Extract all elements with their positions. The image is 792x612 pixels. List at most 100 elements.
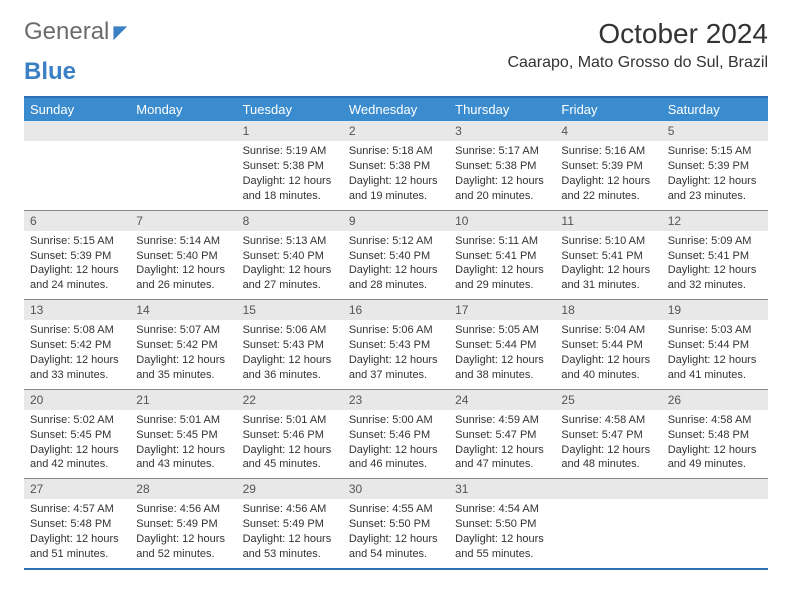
day-body: Sunrise: 5:09 AMSunset: 5:41 PMDaylight:… [662, 231, 768, 299]
dayhead-thursday: Thursday [449, 98, 555, 121]
day-cell: 8Sunrise: 5:13 AMSunset: 5:40 PMDaylight… [237, 211, 343, 300]
sunrise-text: Sunrise: 5:18 AM [349, 144, 443, 159]
day-number: 31 [449, 479, 555, 499]
sunrise-text: Sunrise: 5:17 AM [455, 144, 549, 159]
day-number: 22 [237, 390, 343, 410]
day-number: 13 [24, 300, 130, 320]
sunrise-text: Sunrise: 5:12 AM [349, 234, 443, 249]
day-body: Sunrise: 5:19 AMSunset: 5:38 PMDaylight:… [237, 141, 343, 209]
sunrise-text: Sunrise: 4:58 AM [668, 413, 762, 428]
day-number [555, 479, 661, 499]
sunset-text: Sunset: 5:39 PM [30, 249, 124, 264]
sunset-text: Sunset: 5:44 PM [561, 338, 655, 353]
day-body: Sunrise: 5:13 AMSunset: 5:40 PMDaylight:… [237, 231, 343, 299]
day-number: 5 [662, 121, 768, 141]
daylight-text: Daylight: 12 hours and 37 minutes. [349, 353, 443, 383]
daylight-text: Daylight: 12 hours and 47 minutes. [455, 443, 549, 473]
day-number: 21 [130, 390, 236, 410]
sunrise-text: Sunrise: 4:55 AM [349, 502, 443, 517]
sunset-text: Sunset: 5:41 PM [455, 249, 549, 264]
day-body [555, 499, 661, 557]
sunset-text: Sunset: 5:44 PM [455, 338, 549, 353]
daylight-text: Daylight: 12 hours and 36 minutes. [243, 353, 337, 383]
day-body: Sunrise: 5:15 AMSunset: 5:39 PMDaylight:… [662, 141, 768, 209]
sunrise-text: Sunrise: 5:11 AM [455, 234, 549, 249]
day-cell: 20Sunrise: 5:02 AMSunset: 5:45 PMDayligh… [24, 390, 130, 479]
day-cell: 15Sunrise: 5:06 AMSunset: 5:43 PMDayligh… [237, 300, 343, 389]
day-cell: 10Sunrise: 5:11 AMSunset: 5:41 PMDayligh… [449, 211, 555, 300]
day-number [662, 479, 768, 499]
week-row: 20Sunrise: 5:02 AMSunset: 5:45 PMDayligh… [24, 390, 768, 480]
sunrise-text: Sunrise: 5:14 AM [136, 234, 230, 249]
sunrise-text: Sunrise: 5:02 AM [30, 413, 124, 428]
day-number: 23 [343, 390, 449, 410]
day-body: Sunrise: 4:57 AMSunset: 5:48 PMDaylight:… [24, 499, 130, 567]
sunset-text: Sunset: 5:45 PM [136, 428, 230, 443]
dayhead-wednesday: Wednesday [343, 98, 449, 121]
day-cell: 27Sunrise: 4:57 AMSunset: 5:48 PMDayligh… [24, 479, 130, 568]
sunrise-text: Sunrise: 5:19 AM [243, 144, 337, 159]
sunrise-text: Sunrise: 5:05 AM [455, 323, 549, 338]
day-number: 4 [555, 121, 661, 141]
day-body: Sunrise: 5:00 AMSunset: 5:46 PMDaylight:… [343, 410, 449, 478]
day-cell: 31Sunrise: 4:54 AMSunset: 5:50 PMDayligh… [449, 479, 555, 568]
day-number: 18 [555, 300, 661, 320]
sunrise-text: Sunrise: 5:01 AM [243, 413, 337, 428]
sunset-text: Sunset: 5:50 PM [349, 517, 443, 532]
day-cell: 22Sunrise: 5:01 AMSunset: 5:46 PMDayligh… [237, 390, 343, 479]
day-body: Sunrise: 5:02 AMSunset: 5:45 PMDaylight:… [24, 410, 130, 478]
calendar: Sunday Monday Tuesday Wednesday Thursday… [24, 96, 768, 570]
day-cell: 21Sunrise: 5:01 AMSunset: 5:45 PMDayligh… [130, 390, 236, 479]
daylight-text: Daylight: 12 hours and 22 minutes. [561, 174, 655, 204]
day-number: 25 [555, 390, 661, 410]
sunset-text: Sunset: 5:47 PM [455, 428, 549, 443]
day-number: 1 [237, 121, 343, 141]
sunset-text: Sunset: 5:49 PM [136, 517, 230, 532]
day-body: Sunrise: 5:12 AMSunset: 5:40 PMDaylight:… [343, 231, 449, 299]
title-block: October 2024 Caarapo, Mato Grosso do Sul… [507, 18, 768, 72]
sunset-text: Sunset: 5:42 PM [30, 338, 124, 353]
sunrise-text: Sunrise: 5:01 AM [136, 413, 230, 428]
day-body: Sunrise: 5:05 AMSunset: 5:44 PMDaylight:… [449, 320, 555, 388]
day-cell: 1Sunrise: 5:19 AMSunset: 5:38 PMDaylight… [237, 121, 343, 210]
daylight-text: Daylight: 12 hours and 42 minutes. [30, 443, 124, 473]
sunrise-text: Sunrise: 4:56 AM [243, 502, 337, 517]
day-body: Sunrise: 5:01 AMSunset: 5:45 PMDaylight:… [130, 410, 236, 478]
dayhead-friday: Friday [555, 98, 661, 121]
daylight-text: Daylight: 12 hours and 23 minutes. [668, 174, 762, 204]
daylight-text: Daylight: 12 hours and 19 minutes. [349, 174, 443, 204]
daylight-text: Daylight: 12 hours and 51 minutes. [30, 532, 124, 562]
day-cell: 23Sunrise: 5:00 AMSunset: 5:46 PMDayligh… [343, 390, 449, 479]
sunset-text: Sunset: 5:48 PM [668, 428, 762, 443]
day-body: Sunrise: 5:10 AMSunset: 5:41 PMDaylight:… [555, 231, 661, 299]
day-body: Sunrise: 5:06 AMSunset: 5:43 PMDaylight:… [343, 320, 449, 388]
daylight-text: Daylight: 12 hours and 52 minutes. [136, 532, 230, 562]
day-number: 2 [343, 121, 449, 141]
day-body: Sunrise: 5:11 AMSunset: 5:41 PMDaylight:… [449, 231, 555, 299]
daylight-text: Daylight: 12 hours and 53 minutes. [243, 532, 337, 562]
daylight-text: Daylight: 12 hours and 20 minutes. [455, 174, 549, 204]
sunrise-text: Sunrise: 4:57 AM [30, 502, 124, 517]
day-number [24, 121, 130, 141]
logo-triangle-icon: ◤ [113, 22, 127, 43]
day-cell: 25Sunrise: 4:58 AMSunset: 5:47 PMDayligh… [555, 390, 661, 479]
sunset-text: Sunset: 5:40 PM [136, 249, 230, 264]
daylight-text: Daylight: 12 hours and 32 minutes. [668, 263, 762, 293]
sunrise-text: Sunrise: 5:15 AM [30, 234, 124, 249]
dayhead-sunday: Sunday [24, 98, 130, 121]
sunset-text: Sunset: 5:39 PM [561, 159, 655, 174]
day-number: 24 [449, 390, 555, 410]
day-number: 11 [555, 211, 661, 231]
sunset-text: Sunset: 5:38 PM [243, 159, 337, 174]
location-text: Caarapo, Mato Grosso do Sul, Brazil [507, 54, 768, 72]
sunrise-text: Sunrise: 5:16 AM [561, 144, 655, 159]
sunset-text: Sunset: 5:43 PM [243, 338, 337, 353]
dayhead-tuesday: Tuesday [237, 98, 343, 121]
day-number: 6 [24, 211, 130, 231]
daylight-text: Daylight: 12 hours and 40 minutes. [561, 353, 655, 383]
daylight-text: Daylight: 12 hours and 49 minutes. [668, 443, 762, 473]
sunset-text: Sunset: 5:45 PM [30, 428, 124, 443]
day-cell: 3Sunrise: 5:17 AMSunset: 5:38 PMDaylight… [449, 121, 555, 210]
sunrise-text: Sunrise: 5:08 AM [30, 323, 124, 338]
month-title: October 2024 [507, 18, 768, 50]
